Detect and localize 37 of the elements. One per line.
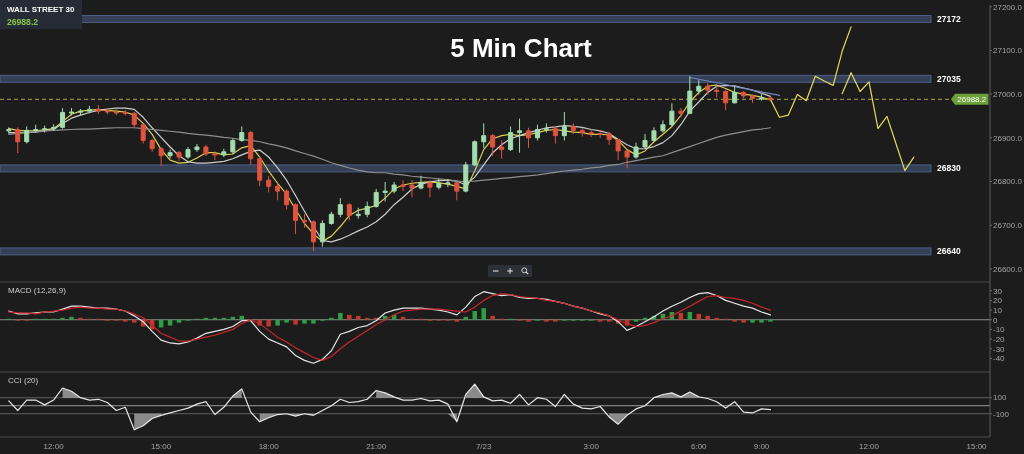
y-tick-label: -30 xyxy=(993,344,1006,354)
y-tick-label: -100 xyxy=(993,409,1010,419)
x-tick-label: 7/23 xyxy=(475,441,493,451)
chart-title: MACD (12,26,9) xyxy=(8,285,67,295)
x-tick-label: 15:00 xyxy=(966,441,988,451)
y-tick-label: 10 xyxy=(993,305,1003,315)
text: 5 Min Chart xyxy=(450,33,593,63)
y-tick-label: 100 xyxy=(993,393,1007,403)
band-label: 26640 xyxy=(937,246,961,257)
x-tick-label: 15:00 xyxy=(151,441,172,451)
y-tick-label: 27200.0 xyxy=(993,2,1023,12)
annotation: 26988.2 xyxy=(7,16,39,27)
y-tick-label: 30 xyxy=(993,286,1003,296)
x-tick-label: 12:00 xyxy=(859,441,880,451)
y-tick-label: -10 xyxy=(993,325,1006,335)
x-tick-label: 9:00 xyxy=(753,441,770,451)
y-tick-label: 26600.0 xyxy=(993,264,1023,274)
x-tick-label: 12:00 xyxy=(43,441,65,451)
band-label: 26830 xyxy=(937,163,961,174)
annotation: WALL STREET 30 xyxy=(7,5,75,14)
y-tick-label: 26800.0 xyxy=(993,177,1023,187)
x-tick-label: 6:00 xyxy=(690,441,708,451)
y-tick-label: 20 xyxy=(993,296,1003,306)
y-tick-label: -20 xyxy=(993,334,1006,344)
x-tick-label: 18:00 xyxy=(258,441,280,451)
chart-title: CCI (20) xyxy=(8,375,39,385)
y-tick-label: -40 xyxy=(993,354,1006,364)
y-tick-label: 26900.0 xyxy=(993,133,1023,143)
band-label: 27035 xyxy=(937,73,961,84)
y-tick-label: 26700.0 xyxy=(993,221,1023,230)
y-tick-label: 0 xyxy=(993,315,998,325)
y-tick-label: 27000.0 xyxy=(993,89,1023,99)
x-tick-label: 21:00 xyxy=(366,441,387,451)
x-tick-label: 3:00 xyxy=(583,441,600,451)
ref-line-label: 26988.2 xyxy=(957,95,987,105)
band-label: 27172 xyxy=(937,13,961,24)
y-tick-label: 27100.0 xyxy=(993,46,1023,56)
